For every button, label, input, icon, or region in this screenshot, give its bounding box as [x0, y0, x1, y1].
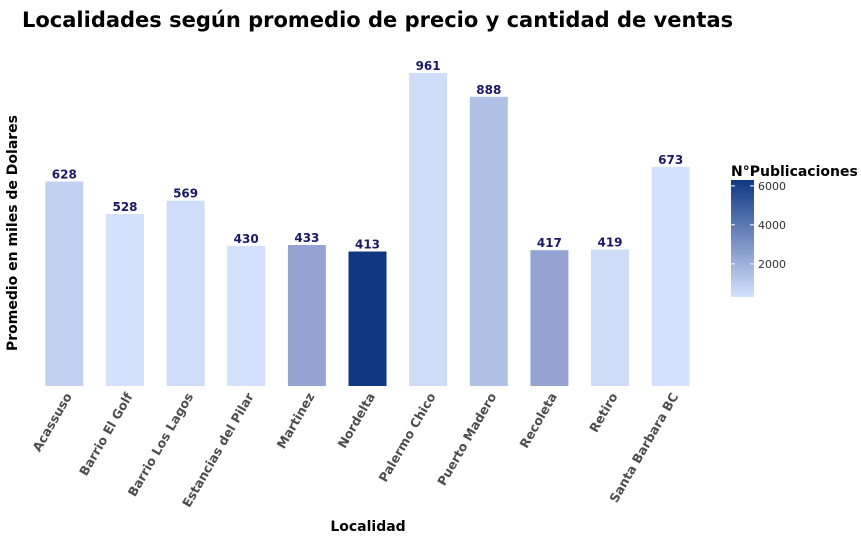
- data-label-8: 417: [537, 236, 562, 250]
- bar-7: [469, 96, 508, 387]
- data-label-5: 413: [355, 238, 380, 252]
- color-legend: N°Publicaciones 2000 4000 6000: [731, 164, 858, 297]
- x-tick-label-6: Palermo Chico: [375, 390, 438, 485]
- bar-6: [409, 73, 448, 386]
- data-label-1: 528: [112, 200, 137, 214]
- x-tick-label-10: Santa Barbara BC: [606, 390, 681, 505]
- legend-tick-label-0: 2000: [758, 258, 786, 271]
- x-tick-label-2: Barrio Los Lagos: [125, 390, 197, 499]
- x-tick-label-5: Nordelta: [334, 390, 378, 451]
- y-axis-title: Promedio en miles de Dolares: [5, 115, 21, 351]
- data-label-9: 419: [597, 236, 622, 250]
- bar-9: [591, 249, 629, 386]
- bar-5: [348, 251, 387, 386]
- bar-10: [651, 166, 690, 386]
- bar-1: [106, 214, 144, 386]
- legend-tick-label-2: 6000: [758, 180, 786, 193]
- x-tick-label-8: Recoleta: [516, 390, 560, 451]
- x-axis-title: Localidad: [330, 519, 405, 535]
- bar-0: [45, 181, 84, 386]
- x-tick-label-0: Acassuso: [29, 390, 75, 454]
- bar-2: [166, 200, 205, 386]
- data-label-6: 961: [416, 59, 441, 73]
- x-tick-label-4: Martinez: [274, 390, 318, 451]
- data-label-10: 673: [658, 153, 683, 167]
- data-label-0: 628: [52, 168, 77, 182]
- bar-8: [530, 250, 569, 386]
- x-tick-label-3: Estancias del Pilar: [179, 389, 257, 509]
- bar-3: [227, 245, 266, 386]
- data-label-3: 430: [234, 232, 259, 246]
- legend-colorbar: [731, 180, 754, 297]
- data-label-7: 888: [476, 83, 501, 97]
- legend-title: N°Publicaciones: [731, 164, 858, 180]
- x-tick-label-9: Retiro: [586, 390, 621, 435]
- x-tick-label-1: Barrio El Golf: [76, 390, 136, 479]
- legend-tick-label-1: 4000: [758, 219, 786, 232]
- x-tick-label-7: Puerto Madero: [434, 390, 500, 489]
- chart-title: Localidades según promedio de precio y c…: [22, 8, 734, 32]
- data-label-4: 433: [294, 231, 319, 245]
- data-label-2: 569: [173, 187, 198, 201]
- bar-4: [287, 245, 326, 386]
